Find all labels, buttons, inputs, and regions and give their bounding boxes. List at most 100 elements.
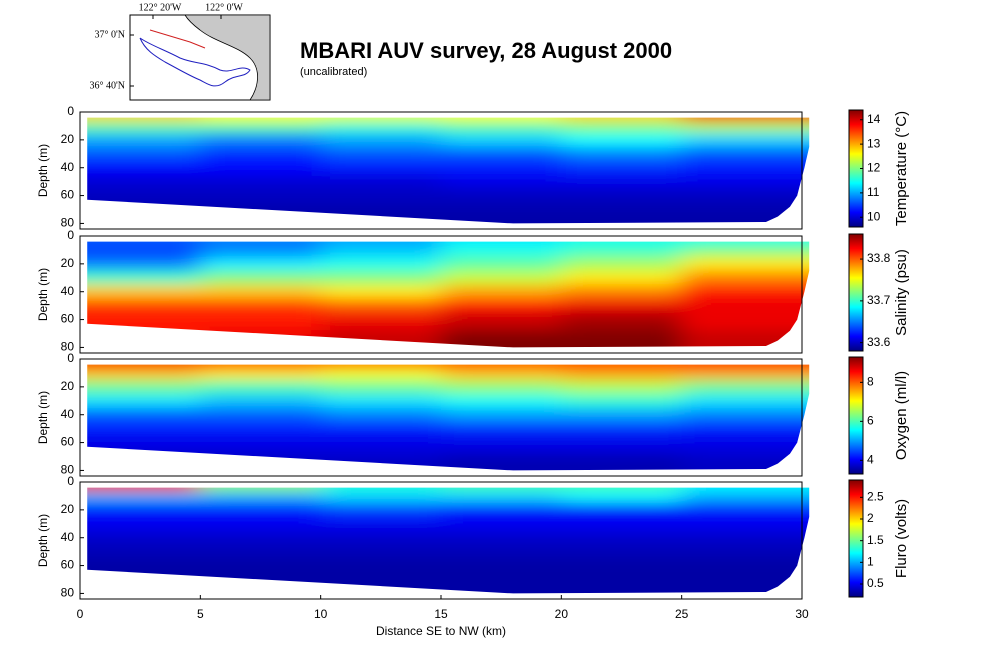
plot-frame: [79, 111, 803, 230]
cell: [561, 491, 683, 504]
cell: [561, 245, 683, 258]
cell: [681, 435, 810, 454]
cell: [441, 256, 562, 272]
cell: [87, 364, 201, 369]
cell: [200, 188, 322, 207]
cell: [681, 364, 810, 369]
cell: [561, 379, 683, 395]
y-tick-label: 0: [67, 228, 74, 242]
colorbar-tick-label: 33.8: [867, 251, 891, 265]
cell: [681, 530, 810, 546]
y-tick-label: 80: [61, 463, 75, 477]
cell: [681, 516, 810, 532]
cell: [87, 491, 201, 504]
x-tick-label: 20: [555, 607, 569, 621]
colorbar: [848, 356, 864, 475]
y-tick-label: 40: [61, 530, 75, 544]
cell: [441, 421, 562, 437]
cell: [561, 312, 683, 331]
y-tick-label: 0: [67, 351, 74, 365]
cell: [320, 544, 442, 560]
cell: [320, 312, 442, 331]
cell: [87, 121, 201, 134]
cell: [320, 364, 442, 369]
cell: [561, 558, 683, 577]
map-lon-label: 122° 20'W: [139, 2, 182, 13]
colorbar-tick-label: 2: [867, 511, 874, 525]
cell: [320, 298, 442, 314]
cell: [441, 160, 562, 176]
y-tick-label: 40: [61, 160, 75, 174]
cell: [681, 284, 810, 300]
cell: [681, 393, 810, 409]
cell: [200, 174, 322, 190]
cell: [681, 256, 810, 272]
cell: [87, 241, 201, 246]
y-tick-label: 40: [61, 284, 75, 298]
cell: [200, 393, 322, 409]
cell: [681, 117, 810, 122]
cell: [320, 393, 442, 409]
cell: [320, 146, 442, 162]
cell: [320, 188, 442, 207]
cell: [441, 435, 562, 454]
cell: [561, 206, 683, 224]
cell: [561, 298, 683, 314]
cell: [200, 364, 322, 369]
y-tick-label: 0: [67, 104, 74, 118]
cell: [200, 491, 322, 504]
x-tick-label: 30: [795, 607, 809, 621]
cell: [441, 330, 562, 348]
cell: [320, 421, 442, 437]
cell: [561, 453, 683, 471]
cell: [441, 453, 562, 471]
cell: [681, 502, 810, 518]
cell: [87, 379, 201, 395]
cell: [320, 132, 442, 148]
cell: [320, 160, 442, 176]
cell: [561, 502, 683, 518]
cell: [441, 121, 562, 134]
cell: [681, 312, 810, 331]
colorbar-tick-label: 2.5: [867, 490, 884, 504]
colorbar-label: Salinity (psu): [893, 249, 910, 336]
cell: [200, 487, 322, 492]
cell: [320, 516, 442, 532]
cell: [200, 502, 322, 518]
cell: [87, 146, 201, 162]
cell: [200, 576, 322, 594]
cell: [681, 132, 810, 148]
cell: [441, 530, 562, 546]
cell: [681, 487, 810, 492]
cell: [561, 407, 683, 423]
colorbar-tick-label: 6: [867, 414, 874, 428]
plot-frame: [79, 235, 803, 354]
y-tick-label: 20: [61, 502, 75, 516]
y-tick-label: 60: [61, 188, 75, 202]
cell: [441, 146, 562, 162]
map-lon-label: 122° 0'W: [205, 2, 243, 13]
y-tick-label: 60: [61, 558, 75, 572]
cell: [200, 160, 322, 176]
cell: [87, 284, 201, 300]
cell: [320, 435, 442, 454]
cell: [320, 558, 442, 577]
section: [87, 364, 810, 471]
cell: [441, 364, 562, 369]
cell: [87, 407, 201, 423]
cell: [320, 487, 442, 492]
x-tick-label: 5: [197, 607, 204, 621]
cell: [87, 421, 201, 437]
cell: [561, 435, 683, 454]
y-axis-label: Depth (m): [36, 144, 50, 197]
cell: [681, 160, 810, 176]
colorbar-tick-label: 1: [867, 555, 874, 569]
y-tick-label: 60: [61, 312, 75, 326]
y-tick-label: 20: [61, 132, 75, 146]
y-axis-label: Depth (m): [36, 514, 50, 567]
cell: [681, 491, 810, 504]
cell: [200, 132, 322, 148]
colorbar-tick-label: 12: [867, 161, 881, 175]
cell: [561, 421, 683, 437]
